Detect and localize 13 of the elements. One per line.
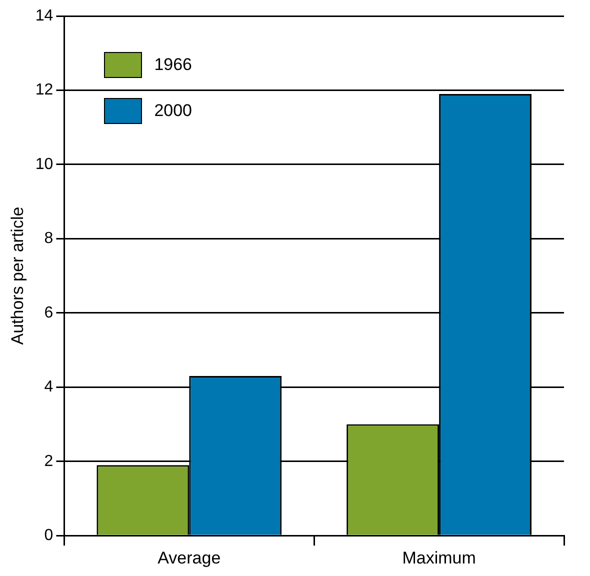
y-tick-label: 0 [44, 527, 54, 544]
y-tick-label: 8 [44, 230, 54, 248]
legend-label: 1966 [154, 55, 192, 75]
y-tick-label: 6 [44, 304, 54, 322]
x-tick-label: Average [158, 548, 221, 568]
y-tick-label: 12 [35, 82, 54, 99]
y-axis-title: Authors per article [8, 206, 27, 345]
y-tick-label: 2 [44, 452, 54, 470]
x-tick-label: Maximum [402, 548, 476, 568]
y-tick-label: 14 [35, 7, 54, 24]
y-tick-label: 4 [44, 378, 54, 396]
legend-label: 2000 [154, 101, 192, 121]
y-tick-label: 10 [35, 156, 54, 173]
